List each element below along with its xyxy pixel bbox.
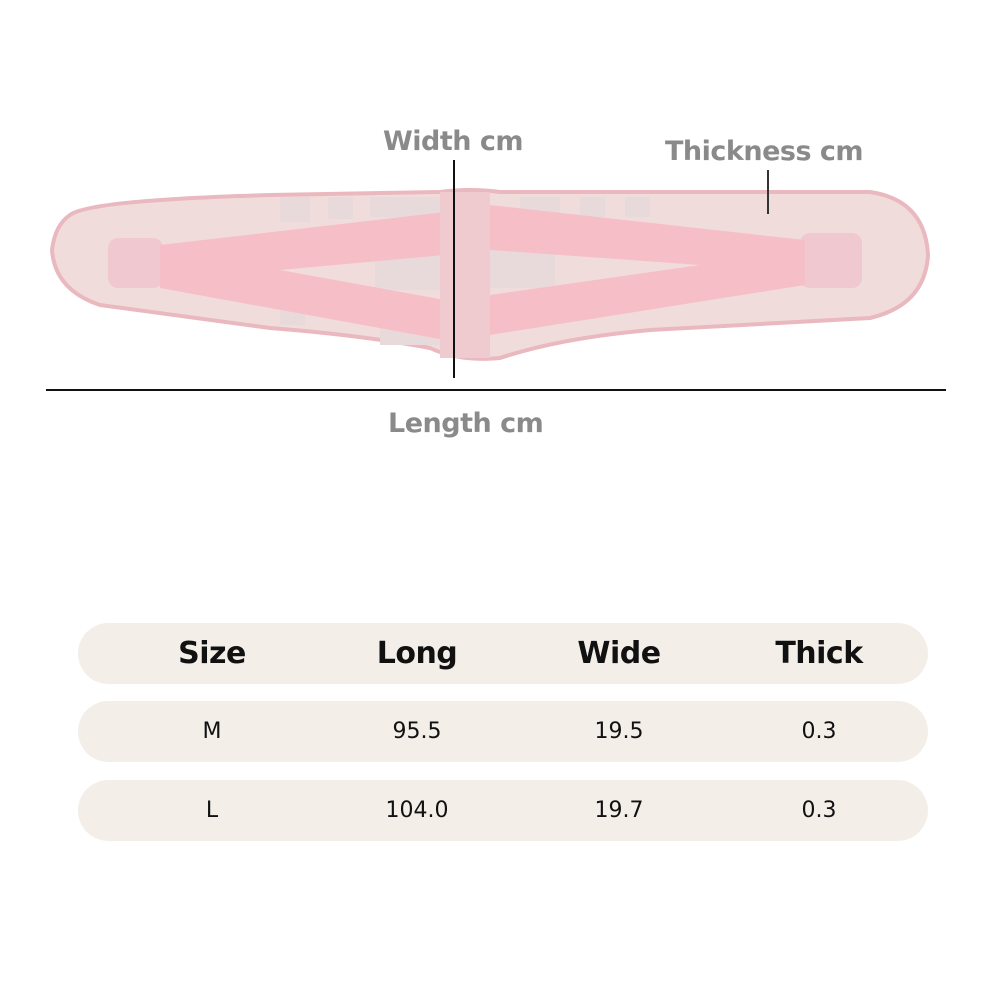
cell-wide: 19.5	[594, 719, 644, 744]
cell-thick: 0.3	[801, 798, 837, 823]
header-size: Size	[178, 636, 246, 671]
left-pad	[108, 238, 163, 288]
left-strap	[160, 212, 445, 340]
table-row: M 95.5 19.5 0.3	[78, 701, 928, 762]
header-thick: Thick	[775, 636, 863, 671]
right-strap	[490, 205, 805, 335]
header-wide: Wide	[577, 636, 661, 671]
cell-size: L	[205, 798, 219, 823]
right-pad	[800, 233, 862, 288]
cell-wide: 19.7	[594, 798, 644, 823]
width-label: Width cm	[383, 126, 524, 157]
size-table-header: Size Long Wide Thick	[78, 623, 928, 684]
header-long: Long	[376, 636, 458, 671]
belt-illustration	[46, 160, 946, 391]
cell-thick: 0.3	[801, 719, 837, 744]
length-label: Length cm	[388, 408, 544, 439]
table-row: L 104.0 19.7 0.3	[78, 780, 928, 841]
cell-long: 104.0	[385, 798, 449, 823]
cell-size: M	[202, 719, 222, 744]
cell-long: 95.5	[392, 719, 442, 744]
center-spine	[440, 192, 490, 358]
thickness-label: Thickness cm	[665, 136, 864, 167]
